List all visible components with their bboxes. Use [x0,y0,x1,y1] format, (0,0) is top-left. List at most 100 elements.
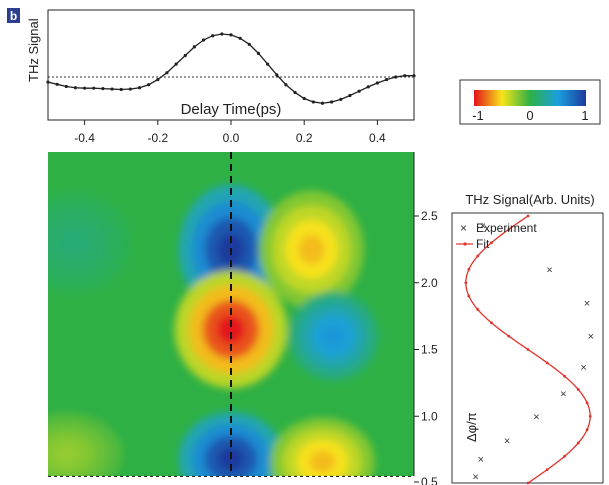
trace-series [46,32,416,105]
heatmap-y-ticks: 0.5 1.0 1.5 2.0 2.5 [414,209,438,485]
trace-point [64,84,68,89]
panel-label: b [10,9,17,23]
fit-point [585,428,589,431]
trace-tick-label: -0.4 [74,131,95,145]
trace-point [339,97,343,101]
trace-point [147,83,151,87]
trace-point [284,83,288,87]
colorbar-gradient [474,90,586,106]
fit-point [545,468,549,472]
trace-point [101,87,105,91]
trace-point [220,32,224,36]
trace-x-ticks: -0.4 -0.2 0.0 0.2 0.4 [74,120,386,145]
fit-point [476,308,480,311]
legend-fit-marker [463,242,467,246]
trace-point [46,80,50,84]
experiment-point: × [560,389,566,401]
heatmap-tick-label: 0.5 [421,475,438,485]
trace-point [375,81,379,85]
side-chart: THz Signal(Arb. Units) ×××××××××× Δφ/π ×… [451,192,604,485]
side-legend: × Experiment Fit [456,221,537,251]
heatmap-feature [309,450,336,473]
experiment-point: × [504,435,510,447]
trace-point [119,87,123,92]
experiment-point: × [472,471,478,483]
fit-point [464,281,468,285]
fit-point [585,401,589,405]
experiment-point: × [580,362,586,374]
trace-point [266,62,270,66]
colorbar-max-label: 1 [581,108,588,123]
trace-point [73,86,78,90]
fit-point [467,268,471,271]
trace-point [384,77,389,82]
trace-point [211,34,215,38]
fit-point [588,414,592,418]
heatmap-feature [322,325,345,348]
trace-point [311,100,315,104]
trace-point [330,100,334,104]
fit-point [576,388,580,391]
experiment-point: × [546,264,552,276]
legend-experiment-label: Experiment [476,221,537,235]
side-plot-frame [451,212,604,484]
trace-tick-label: -0.2 [147,131,168,145]
trace-point [174,62,178,66]
trace-point [55,82,59,86]
trace-point [348,93,352,98]
trace-point [275,73,279,77]
trace-point [238,36,242,40]
heatmap-feature [298,234,325,265]
legend-experiment-marker: × [460,221,467,235]
colorbar-mid-label: 0 [526,108,533,123]
fit-point [507,334,511,338]
trace-point [229,33,233,37]
fit-point [467,294,471,298]
fit-point [476,254,480,258]
trace-point [110,87,114,91]
trace-point [183,53,187,58]
trace-tick-label: 0.2 [296,131,313,145]
trace-xlabel: Delay Time(ps) [181,101,282,118]
trace-ylabel: THz Signal [26,18,41,82]
legend-fit-label: Fit [476,237,490,251]
trace-point [302,96,306,101]
trace-point [247,42,251,46]
fit-point [526,481,530,485]
experiment-point: × [480,220,486,232]
trace-point [357,89,361,93]
side-series: ×××××××××× [464,214,594,485]
heatmap-tick-label: 1.5 [421,343,438,357]
side-ylabel: Δφ/π [464,412,479,442]
side-title: THz Signal(Arb. Units) [465,192,594,207]
panel-label-box [7,8,20,23]
heatmap-tick-label: 1.0 [421,409,438,423]
trace-point [128,87,132,91]
heatmap-chart: 0.5 1.0 1.5 2.0 2.5 [48,152,438,485]
trace-point [92,86,96,90]
fit-point [507,227,511,231]
heatmap-tick-label: 2.0 [421,276,438,290]
fit-point [563,454,566,458]
trace-tick-label: 0.4 [369,131,386,145]
trace-point [165,71,169,75]
heatmap-feature [59,230,88,256]
experiment-point: × [584,298,590,310]
colorbar: -1 0 1 [459,79,601,125]
experiment-point: × [533,411,539,423]
heatmap-feature [216,314,246,345]
experiment-point: × [478,454,484,466]
fit-point [490,321,493,325]
trace-point [293,90,297,95]
trace-point [412,74,416,78]
fit-point [545,361,549,365]
trace-point [403,74,407,78]
fit-point [490,241,493,245]
trace-point [256,51,261,55]
fit-point [526,214,530,218]
fit-point [576,441,580,445]
trace-point [156,77,160,82]
heatmap-feature [52,443,81,464]
trace-chart: THz Signal Delay Time(ps) -0.4 -0.2 0.0 0.2… [26,9,416,145]
